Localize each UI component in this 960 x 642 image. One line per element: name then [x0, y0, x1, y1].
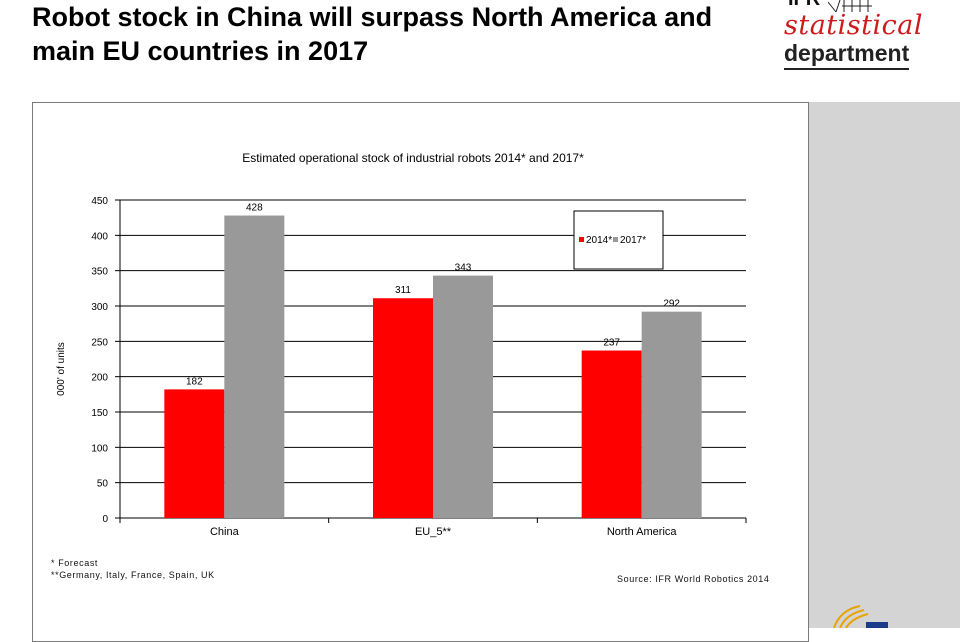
- logo-department-text: department: [784, 40, 910, 70]
- logo-ifr-text: IFR: [788, 0, 820, 11]
- y-tick-label: 300: [91, 302, 108, 313]
- y-tick-label: 100: [91, 443, 108, 454]
- y-tick-label: 200: [91, 373, 108, 384]
- chart-frame: Estimated operational stock of industria…: [32, 102, 809, 642]
- logo-grid-icon: [828, 0, 872, 13]
- footnote-eu5: **Germany, Italy, France, Spain, UK: [51, 570, 215, 580]
- y-tick-label: 50: [97, 479, 109, 490]
- chart-title: Estimated operational stock of industria…: [242, 151, 584, 165]
- bar-2014-0: [164, 389, 225, 518]
- data-label: 428: [246, 203, 263, 214]
- logo-statistical-text: statistical: [784, 10, 923, 41]
- footnote-forecast: * Forecast: [51, 558, 99, 568]
- bar-2017-1: [433, 275, 493, 518]
- corner-logo-icon: [833, 605, 888, 628]
- legend-swatch-2014: [579, 237, 584, 242]
- x-tick-label: China: [210, 526, 240, 538]
- data-label: 343: [455, 263, 472, 274]
- y-tick-label: 350: [91, 267, 108, 278]
- legend-swatch-2017: [613, 237, 618, 242]
- y-tick-label: 0: [102, 514, 108, 525]
- legend-label-2014: 2014*: [586, 235, 612, 246]
- x-tick-label: EU_5**: [415, 526, 452, 538]
- bar-2017-0: [224, 215, 285, 518]
- legend-label-2017: 2017*: [620, 235, 646, 246]
- data-label: 237: [603, 338, 620, 349]
- chart-legend: 2014* 2017*: [573, 210, 664, 270]
- data-label: 292: [663, 299, 680, 310]
- bar-2014-2: [581, 350, 642, 518]
- y-tick-label: 150: [91, 408, 108, 419]
- y-tick-label: 400: [91, 231, 108, 242]
- source-note: Source: IFR World Robotics 2014: [617, 574, 770, 584]
- bar-chart: Estimated operational stock of industria…: [56, 151, 747, 538]
- bar-2014-1: [373, 298, 433, 518]
- ifr-logo: IFR statistical department: [736, 0, 960, 102]
- bar-2017-2: [641, 311, 702, 518]
- x-tick-label: North America: [607, 526, 678, 538]
- slide-title: Robot stock in China will surpass North …: [32, 2, 713, 66]
- data-label: 182: [186, 376, 203, 387]
- y-tick-label: 250: [91, 337, 108, 348]
- y-tick-label: 450: [91, 196, 108, 207]
- data-label: 311: [395, 285, 411, 296]
- y-axis-label: 000' of units: [56, 342, 67, 396]
- watermark-text: statistical: [926, 176, 960, 619]
